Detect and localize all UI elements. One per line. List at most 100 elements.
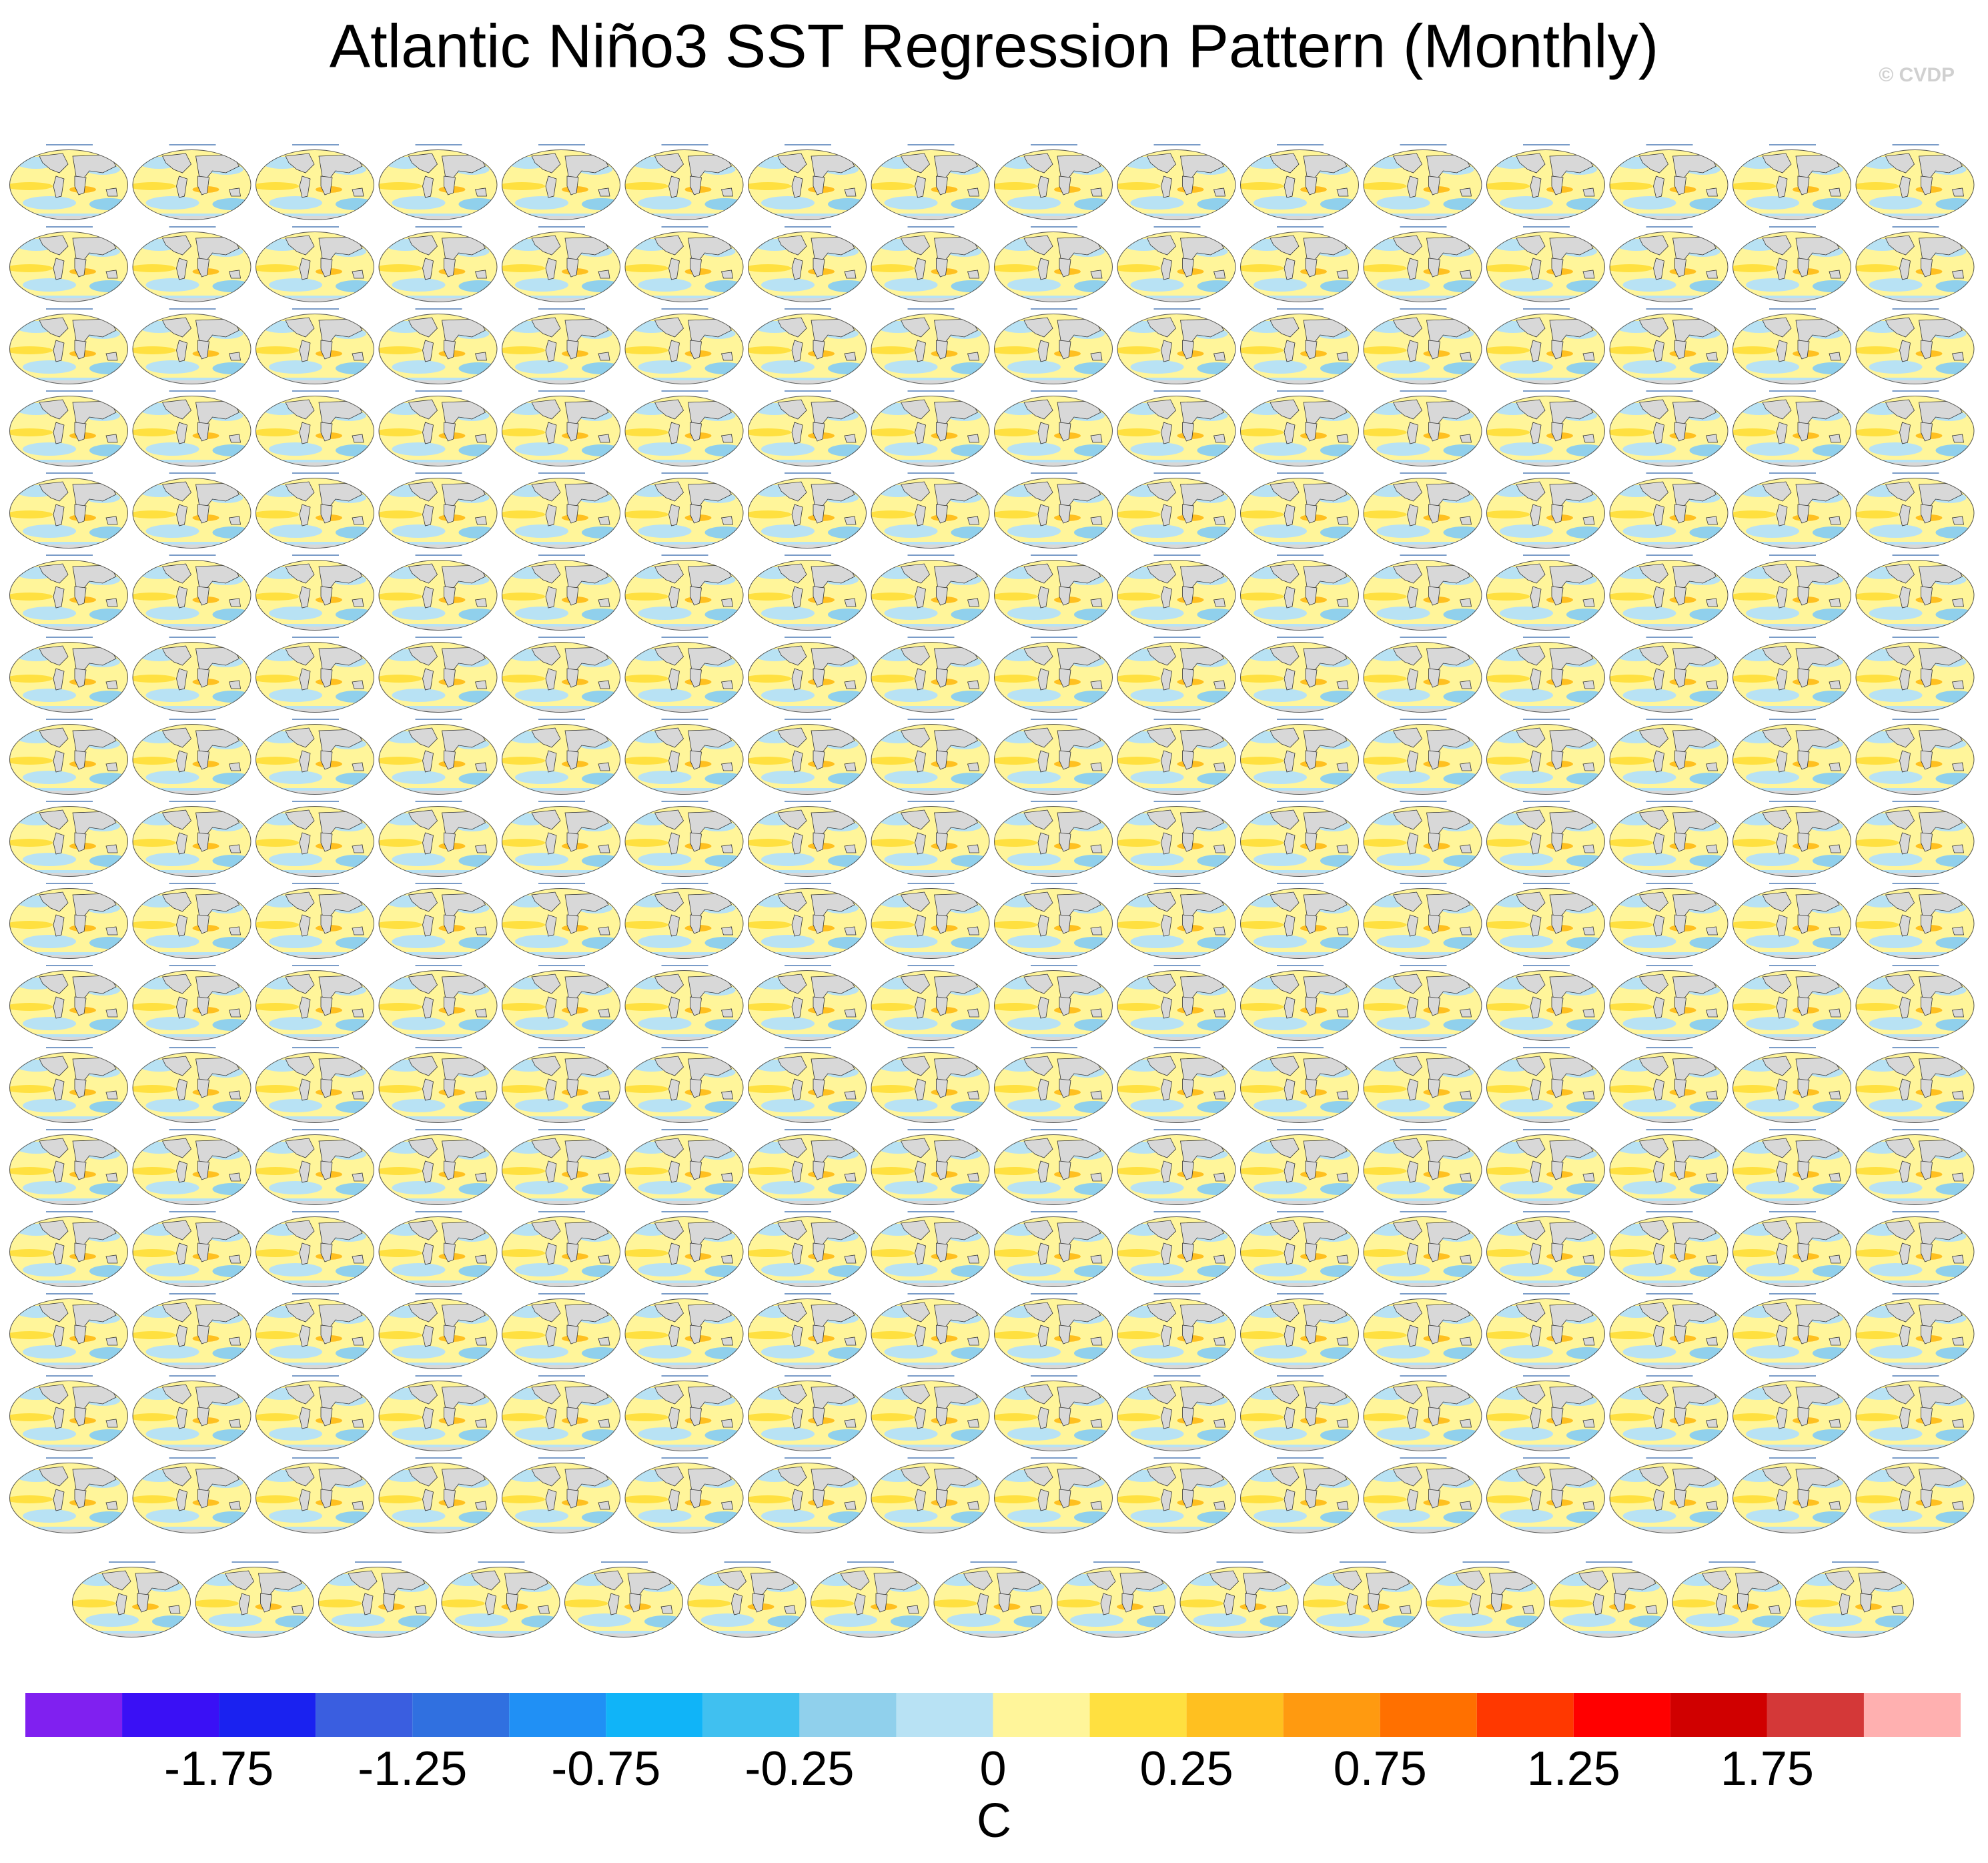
map-panel [1114, 1052, 1237, 1123]
map-panel [1237, 478, 1360, 548]
map-panel [991, 806, 1114, 877]
map-panel [868, 724, 991, 795]
map-panel [991, 314, 1114, 384]
map-panel [868, 1463, 991, 1533]
map-panel [991, 888, 1114, 959]
map-panel [252, 806, 376, 877]
map-panel [1360, 149, 1484, 220]
map-panel [376, 1052, 499, 1123]
map-panel [622, 806, 745, 877]
map-panel [1053, 1567, 1177, 1637]
map-panel [498, 1298, 622, 1369]
map-panel [1114, 970, 1237, 1041]
map-panel [1606, 806, 1730, 877]
map-panel [252, 1381, 376, 1451]
map-panel [376, 396, 499, 466]
map-panel [868, 1216, 991, 1287]
map-panel [1606, 1216, 1730, 1287]
colorbar-box [606, 1693, 703, 1737]
colorbar-box [1186, 1693, 1284, 1737]
map-panel [1606, 1134, 1730, 1205]
map-panel [1729, 1134, 1853, 1205]
map-panel [1237, 642, 1360, 713]
map-panel [1606, 396, 1730, 466]
map-panel [1483, 724, 1606, 795]
map-panel [1483, 888, 1606, 959]
map-panel [744, 149, 868, 220]
map-panel [1237, 560, 1360, 631]
map-panel [1853, 396, 1976, 466]
map-panel [1237, 1381, 1360, 1451]
map-panel [129, 396, 253, 466]
colorbar-box [1670, 1693, 1767, 1737]
colorbar-box [122, 1693, 219, 1737]
colorbar-box [219, 1693, 316, 1737]
map-panel [1853, 1134, 1976, 1205]
map-panel [1360, 314, 1484, 384]
map-panel [1606, 560, 1730, 631]
map-panel [1360, 478, 1484, 548]
map-panel [1483, 1298, 1606, 1369]
map-panel [1483, 1052, 1606, 1123]
map-panel [991, 970, 1114, 1041]
map-panel [498, 806, 622, 877]
map-panel [1606, 1052, 1730, 1123]
map-panel [129, 314, 253, 384]
map-panel [622, 1381, 745, 1451]
map-panel [868, 1134, 991, 1205]
map-panel [868, 888, 991, 959]
map-panel [622, 1298, 745, 1369]
map-panel [1360, 232, 1484, 302]
map-panel [498, 232, 622, 302]
colorbar-box [316, 1693, 413, 1737]
map-panel [744, 642, 868, 713]
map-panel [1606, 1463, 1730, 1533]
colorbar-box [412, 1693, 510, 1737]
map-panel [6, 1381, 129, 1451]
map-panel [376, 560, 499, 631]
map-panel [991, 1134, 1114, 1205]
map-panel [6, 1298, 129, 1369]
map-panel [744, 1052, 868, 1123]
map-panel [1237, 970, 1360, 1041]
map-panel [1606, 232, 1730, 302]
map-panel [6, 724, 129, 795]
map-panel [438, 1567, 562, 1637]
map-panel [129, 724, 253, 795]
map-panel [252, 560, 376, 631]
colorbar: -1.75 -1.25 -0.75 -0.25 0 0.25 0.75 1.25 1.75 [25, 1693, 1961, 1796]
colorbar-box [1380, 1693, 1477, 1737]
map-panel [991, 232, 1114, 302]
map-panel [1114, 478, 1237, 548]
map-panel [6, 232, 129, 302]
map-panel [622, 396, 745, 466]
map-panel [1360, 806, 1484, 877]
map-panel [1729, 232, 1853, 302]
map-panel [991, 560, 1114, 631]
map-panel [1360, 1052, 1484, 1123]
map-panel [1360, 1134, 1484, 1205]
map-panel [868, 149, 991, 220]
map-panel [376, 314, 499, 384]
chart-title: Atlantic Niño3 SST Regression Pattern (M… [330, 12, 1659, 80]
map-panel [1606, 1381, 1730, 1451]
map-panel [1300, 1567, 1423, 1637]
map-panel [991, 396, 1114, 466]
map-panel [1114, 1216, 1237, 1287]
map-panel [991, 149, 1114, 220]
map-panel [1853, 806, 1976, 877]
map-panel [1729, 1298, 1853, 1369]
map-panel [1483, 1134, 1606, 1205]
map-panel [1669, 1567, 1793, 1637]
map-panel [991, 642, 1114, 713]
map-panel [1360, 560, 1484, 631]
map-panel [1483, 1381, 1606, 1451]
map-panel [931, 1567, 1054, 1637]
map-panel [1114, 1298, 1237, 1369]
map-panel [129, 1134, 253, 1205]
map-panel [1853, 1052, 1976, 1123]
map-panel [622, 888, 745, 959]
map-panel [1237, 396, 1360, 466]
colorbar-tick-label: -0.75 [551, 1742, 660, 1796]
map-panel [1237, 232, 1360, 302]
